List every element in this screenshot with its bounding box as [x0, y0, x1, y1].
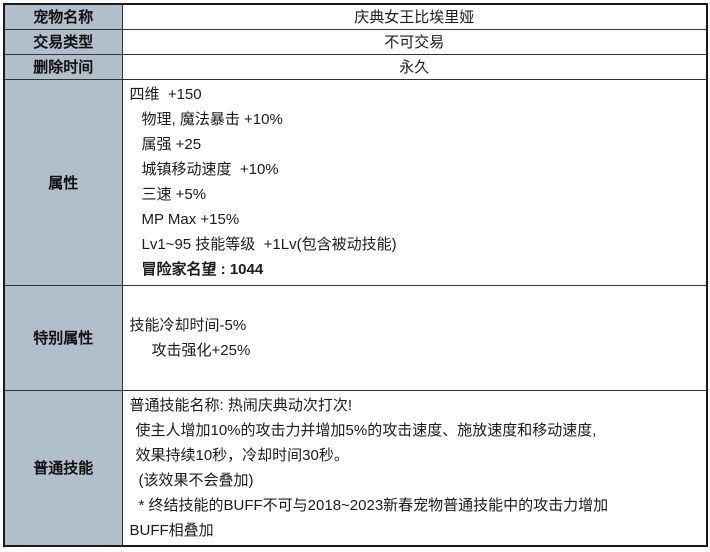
attribute-line: 属强 +25: [141, 136, 202, 153]
normal-skill-line: 普通技能名称: 热闹庆典动次打次!: [129, 396, 353, 414]
table-row: 宠物名称 庆典女王比埃里娅: [3, 3, 708, 30]
special-attributes-cell: 技能冷却时间-5% 攻击强化+25%: [121, 284, 708, 391]
table-row: 删除时间 永久: [3, 53, 708, 80]
normal-skill-line: * 终结技能的BUFF不可与2018~2023新春宠物普通技能中的攻击力增加: [138, 496, 609, 514]
attribute-line: Lv1~95 技能等级 +1Lv(包含被动技能): [141, 236, 397, 253]
table-row: 特别属性 技能冷却时间-5% 攻击强化+25%: [3, 284, 708, 391]
normal-skill-line: 使主人增加10%的攻击力并增加5%的攻击速度、施放速度和移动速度,: [135, 421, 597, 439]
special-attribute-line: 攻击强化+25%: [151, 341, 251, 359]
attribute-line: MP Max +15%: [141, 211, 240, 228]
delete-time-value: 永久: [121, 53, 708, 80]
normal-skill-cell: 普通技能名称: 热闹庆典动次打次! 使主人增加10%的攻击力并增加5%的攻击速度…: [121, 389, 708, 546]
attributes-label: 属性: [3, 78, 123, 286]
normal-skill-line: BUFF相叠加: [129, 521, 214, 539]
normal-skill-line: 效果持续10秒，冷却时间30秒。: [135, 446, 349, 464]
attribute-line: 物理, 魔法暴击 +10%: [141, 111, 283, 128]
table-row: 属性 四维 +150 物理, 魔法暴击 +10% 属强 +25 城镇移动速度 +…: [3, 78, 708, 286]
special-attributes-label: 特别属性: [3, 284, 123, 391]
pet-info-table: 宠物名称 庆典女王比埃里娅 交易类型 不可交易 删除时间 永久 属性 四维 +1…: [3, 3, 708, 547]
normal-skill-line: (该效果不会叠加): [138, 471, 254, 489]
special-attribute-line: 技能冷却时间-5%: [129, 316, 247, 334]
table-row: 交易类型 不可交易: [3, 28, 708, 55]
pet-name-label: 宠物名称: [3, 3, 123, 30]
adventurer-fame-line: 冒险家名望 : 1044: [141, 261, 264, 278]
trade-type-label: 交易类型: [3, 28, 123, 55]
attribute-line: 城镇移动速度 +10%: [141, 161, 279, 178]
trade-type-value: 不可交易: [121, 28, 708, 55]
delete-time-label: 删除时间: [3, 53, 123, 80]
attributes-cell: 四维 +150 物理, 魔法暴击 +10% 属强 +25 城镇移动速度 +10%…: [121, 78, 708, 286]
normal-skill-label: 普通技能: [3, 389, 123, 546]
pet-info-panel: 宠物名称 庆典女王比埃里娅 交易类型 不可交易 删除时间 永久 属性 四维 +1…: [3, 3, 708, 547]
table-row: 普通技能 普通技能名称: 热闹庆典动次打次! 使主人增加10%的攻击力并增加5%…: [3, 389, 708, 546]
attribute-line: 三速 +5%: [141, 186, 207, 203]
attribute-line: 四维 +150: [129, 86, 202, 103]
pet-name-value: 庆典女王比埃里娅: [121, 3, 708, 30]
